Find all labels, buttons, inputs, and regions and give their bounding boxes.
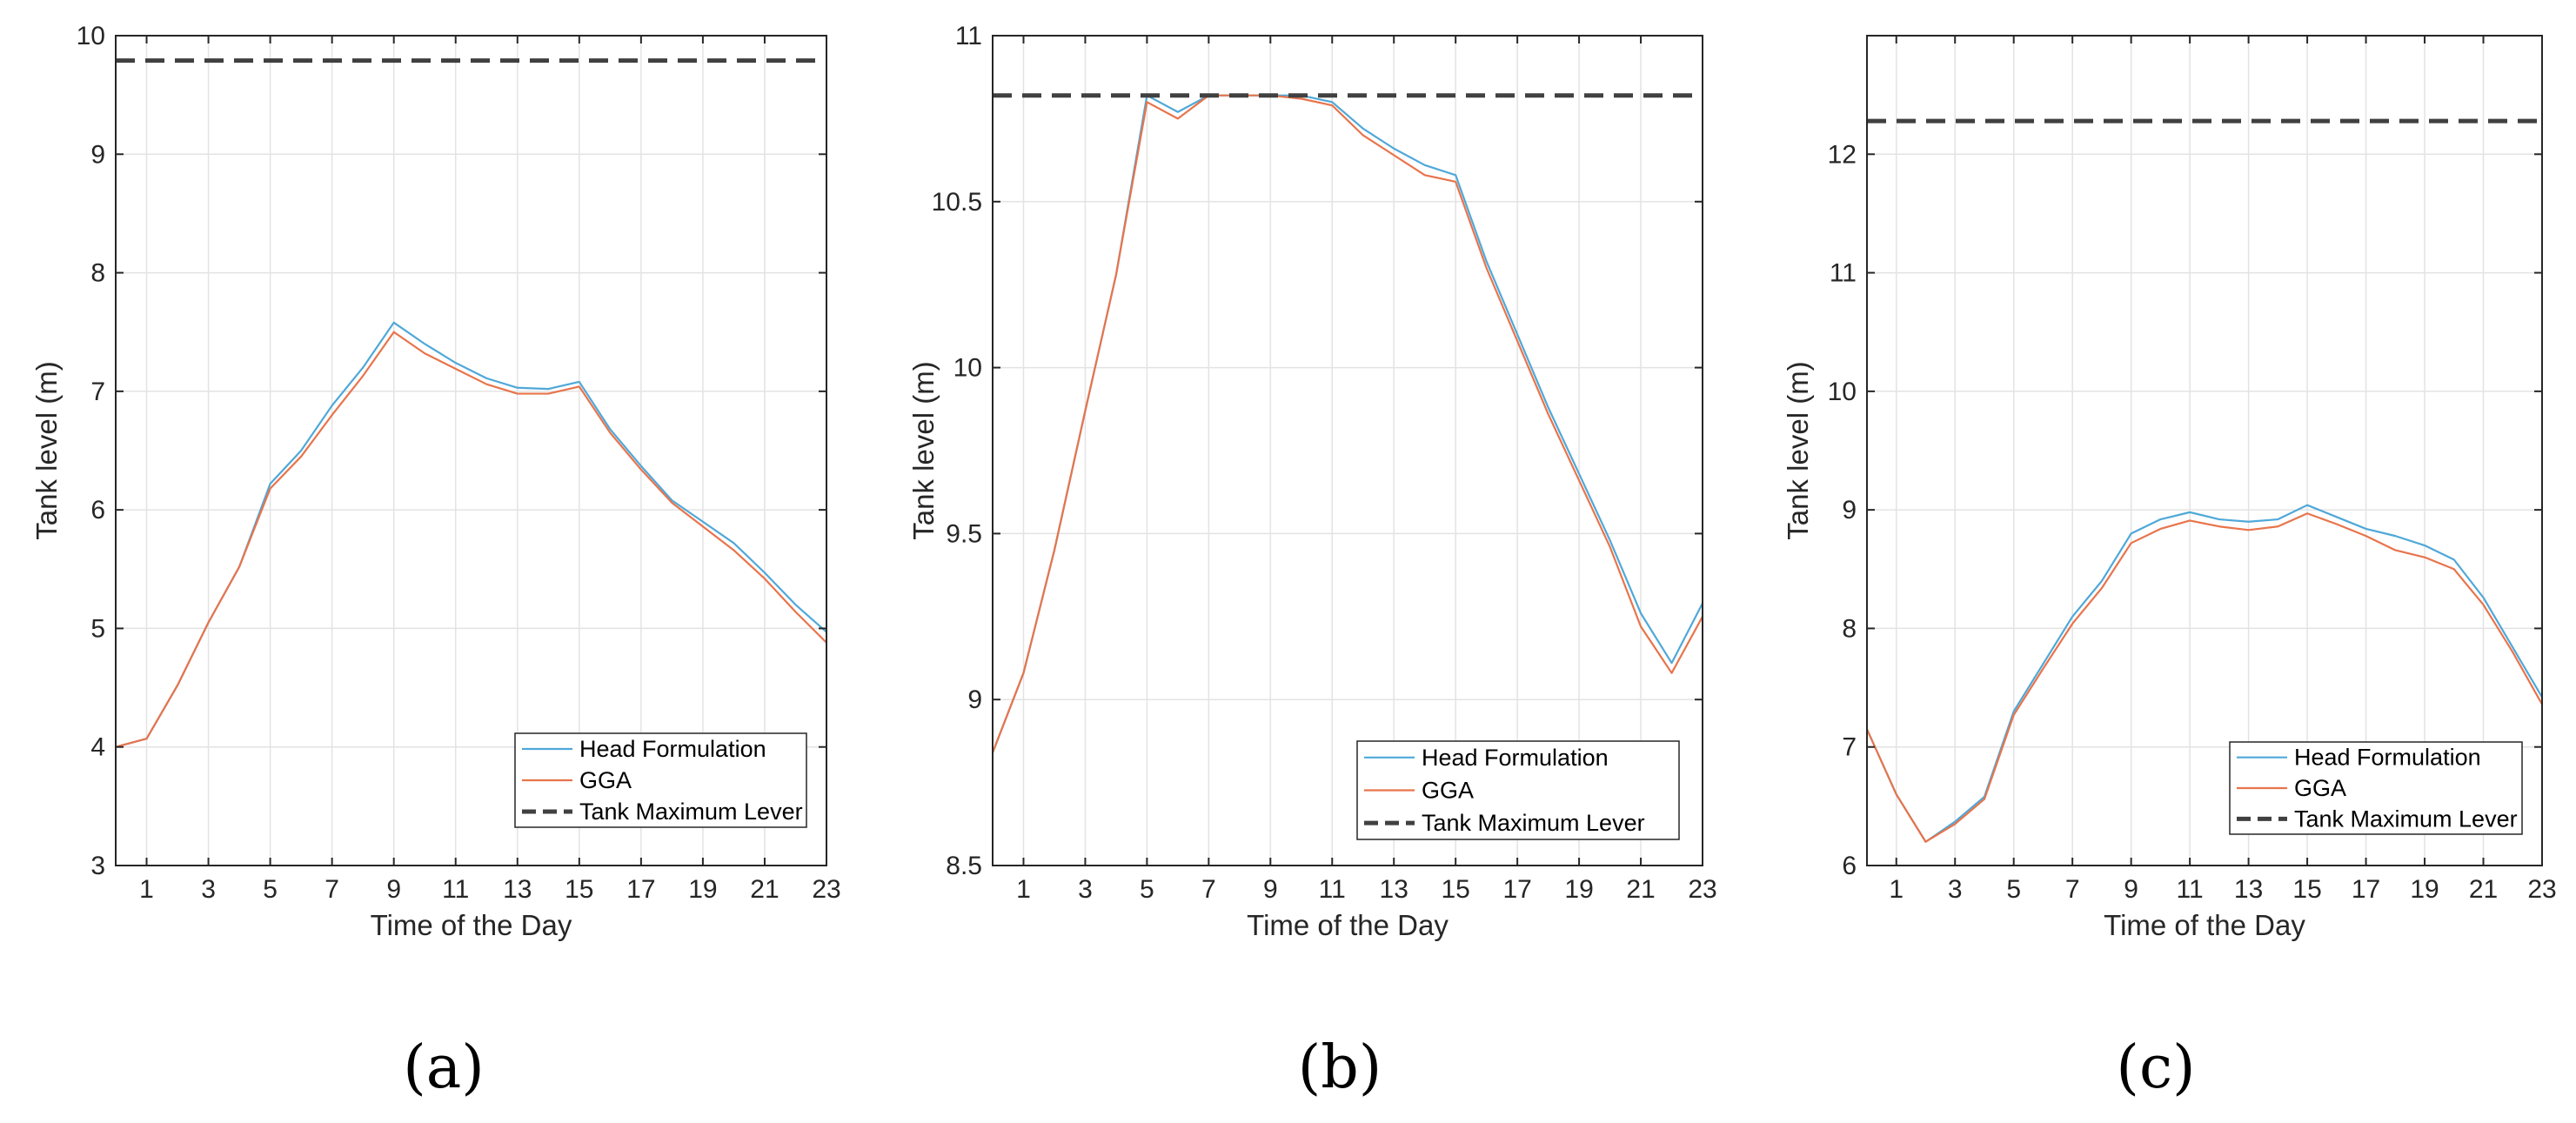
legend-label: Head Formulation bbox=[2294, 745, 2481, 771]
x-tick-label: 5 bbox=[2006, 875, 2021, 904]
x-tick-label: 1 bbox=[139, 875, 154, 904]
x-tick-label: 5 bbox=[263, 875, 278, 904]
x-tick-label: 9 bbox=[2124, 875, 2138, 904]
x-tick-label: 19 bbox=[1564, 875, 1593, 904]
legend-label: GGA bbox=[2294, 775, 2346, 801]
x-tick-label: 23 bbox=[1688, 875, 1716, 904]
plot-area bbox=[993, 36, 1703, 866]
y-tick-label: 5 bbox=[90, 614, 105, 643]
y-tick-label: 12 bbox=[1828, 140, 1857, 169]
y-axis-label: Tank level (m) bbox=[30, 361, 63, 539]
x-tick-label: 15 bbox=[565, 875, 593, 904]
series-line-gga bbox=[115, 331, 827, 748]
x-tick-label: 1 bbox=[1889, 875, 1904, 904]
y-tick-label: 8.5 bbox=[946, 852, 982, 880]
x-tick-label: 9 bbox=[1263, 875, 1278, 904]
y-tick-label: 11 bbox=[1830, 259, 1857, 288]
plot-area bbox=[116, 36, 826, 866]
y-tick-label: 9 bbox=[967, 685, 982, 714]
x-tick-label: 3 bbox=[1948, 875, 1963, 904]
x-tick-label: 13 bbox=[2234, 875, 2263, 904]
x-tick-label: 17 bbox=[1502, 875, 1531, 904]
x-tick-label: 21 bbox=[2469, 875, 2498, 904]
x-tick-label: 17 bbox=[626, 875, 655, 904]
y-tick-label: 7 bbox=[1842, 733, 1857, 762]
x-axis-label: Time of the Day bbox=[1247, 909, 1449, 941]
x-tick-label: 9 bbox=[386, 875, 401, 904]
y-tick-label: 7 bbox=[90, 378, 105, 406]
x-tick-label: 13 bbox=[503, 875, 532, 904]
y-tick-label: 9 bbox=[1842, 496, 1857, 525]
legend-label: GGA bbox=[1422, 778, 1474, 804]
x-tick-label: 23 bbox=[2527, 875, 2556, 904]
legend-label: Tank Maximum Lever bbox=[1422, 810, 1645, 836]
x-axis-label: Time of the Day bbox=[371, 909, 572, 941]
x-tick-label: 19 bbox=[688, 875, 717, 904]
x-tick-label: 15 bbox=[2292, 875, 2321, 904]
plot-area bbox=[1867, 36, 2542, 866]
x-tick-label: 11 bbox=[1319, 875, 1346, 904]
x-tick-label: 19 bbox=[2410, 875, 2439, 904]
legend: Head Formulation GGA Tank Maximum Lever bbox=[1356, 740, 1680, 840]
panel-caption: (b) bbox=[1298, 1033, 1382, 1102]
x-tick-label: 11 bbox=[442, 875, 469, 904]
axes-frame bbox=[1866, 35, 2543, 866]
x-tick-label: 3 bbox=[201, 875, 216, 904]
legend-label: Head Formulation bbox=[1422, 745, 1609, 771]
y-tick-label: 8 bbox=[90, 259, 105, 288]
x-tick-label: 1 bbox=[1016, 875, 1031, 904]
y-tick-label: 8 bbox=[1842, 614, 1857, 643]
x-tick-label: 7 bbox=[2065, 875, 2080, 904]
y-tick-label: 10 bbox=[1828, 378, 1857, 406]
x-axis-label: Time of the Day bbox=[2104, 909, 2305, 941]
y-tick-label: 4 bbox=[90, 733, 105, 762]
legend: Head Formulation GGA Tank Maximum Lever bbox=[514, 732, 807, 828]
x-tick-label: 7 bbox=[325, 875, 339, 904]
x-tick-label: 23 bbox=[812, 875, 840, 904]
y-tick-label: 3 bbox=[90, 852, 105, 880]
y-axis-label: Tank level (m) bbox=[1782, 361, 1814, 539]
x-tick-label: 5 bbox=[1140, 875, 1154, 904]
series-line-gga bbox=[991, 94, 1703, 753]
y-tick-label: 10 bbox=[77, 22, 105, 50]
legend-label: Tank Maximum Lever bbox=[2294, 805, 2518, 832]
y-tick-label: 6 bbox=[1842, 852, 1857, 880]
y-tick-label: 10 bbox=[953, 354, 982, 383]
x-tick-label: 21 bbox=[1626, 875, 1655, 904]
x-tick-label: 13 bbox=[1380, 875, 1408, 904]
x-tick-label: 7 bbox=[1201, 875, 1216, 904]
y-tick-label: 11 bbox=[955, 22, 982, 50]
axes-frame bbox=[115, 35, 827, 866]
series-line-gga bbox=[1865, 512, 2543, 843]
y-tick-label: 9 bbox=[90, 140, 105, 169]
y-tick-label: 9.5 bbox=[946, 519, 982, 548]
legend: Head Formulation GGA Tank Maximum Lever bbox=[2229, 741, 2523, 835]
x-tick-label: 17 bbox=[2352, 875, 2380, 904]
legend-label: Head Formulation bbox=[579, 736, 766, 762]
axes-frame bbox=[992, 35, 1703, 866]
y-axis-label: Tank level (m) bbox=[907, 361, 940, 539]
x-tick-label: 3 bbox=[1078, 875, 1093, 904]
legend-label: GGA bbox=[579, 767, 632, 793]
panel-caption: (c) bbox=[2116, 1033, 2195, 1102]
y-tick-label: 6 bbox=[90, 496, 105, 525]
x-tick-label: 11 bbox=[2177, 875, 2204, 904]
series-line-head-formulation bbox=[1865, 504, 2543, 843]
x-tick-label: 15 bbox=[1441, 875, 1469, 904]
x-tick-label: 21 bbox=[750, 875, 779, 904]
panel-caption: (a) bbox=[403, 1033, 485, 1102]
legend-label: Tank Maximum Lever bbox=[579, 799, 803, 825]
y-tick-label: 10.5 bbox=[932, 188, 982, 217]
